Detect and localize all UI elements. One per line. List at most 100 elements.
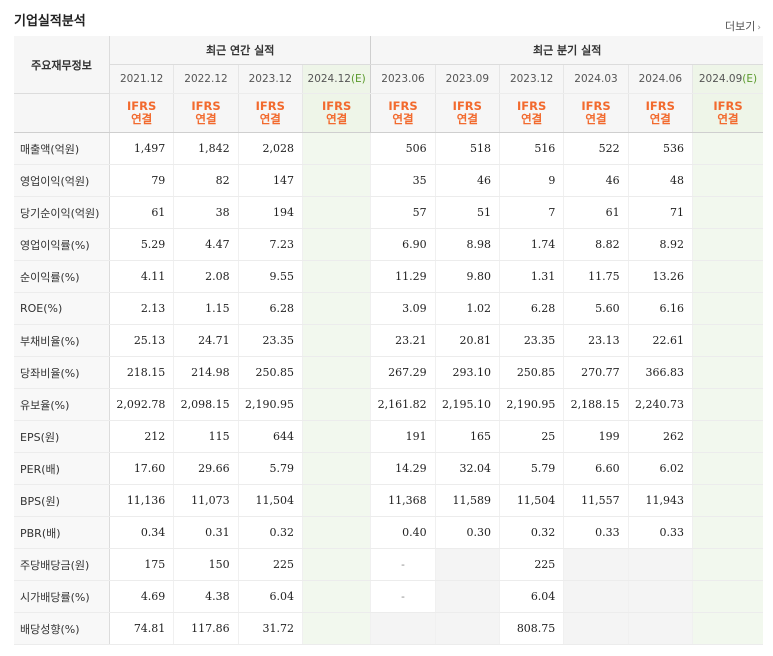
value-cell: 0.33 bbox=[627, 516, 693, 549]
ifrs-header: IFRS 연결 bbox=[434, 93, 500, 133]
value-cell: 536 bbox=[627, 132, 693, 165]
ifrs-label: IFRS bbox=[713, 99, 743, 113]
value-cell: 23.13 bbox=[563, 324, 629, 357]
value-cell: 61 bbox=[108, 196, 174, 229]
consolidated-label: 연결 bbox=[649, 112, 671, 126]
ifrs-header: IFRS 연결 bbox=[627, 93, 693, 133]
value-cell: 6.02 bbox=[627, 452, 693, 485]
value-cell: 1,842 bbox=[173, 132, 239, 165]
row-label: 당기순이익(억원) bbox=[14, 196, 110, 229]
row-label: PBR(배) bbox=[14, 516, 110, 549]
value-cell: 0.40 bbox=[370, 516, 436, 549]
ifrs-label: IFRS bbox=[645, 99, 675, 113]
table-row: PBR(배) 0.34 0.31 0.32 0.40 0.30 0.32 0.33 0.33 bbox=[14, 516, 763, 549]
more-label[interactable]: 더보기 bbox=[725, 20, 756, 33]
value-cell bbox=[627, 580, 693, 613]
ifrs-header: IFRS 연결 bbox=[370, 93, 436, 133]
value-cell: - bbox=[370, 548, 436, 581]
consolidated-label: 연결 bbox=[326, 112, 348, 126]
table-row: 당좌비율(%) 218.15 214.98 250.85 267.29 293.10 250… bbox=[14, 356, 763, 389]
value-cell: 20.81 bbox=[434, 324, 500, 357]
value-cell: 250.85 bbox=[237, 356, 303, 389]
value-cell: 5.29 bbox=[108, 228, 174, 261]
value-cell: - bbox=[370, 580, 436, 613]
section-header: 기업실적분석 더보기 › bbox=[14, 8, 765, 34]
value-cell bbox=[434, 612, 500, 645]
ifrs-label: IFRS bbox=[517, 99, 547, 113]
value-cell: 32.04 bbox=[434, 452, 500, 485]
value-cell: 199 bbox=[563, 420, 629, 453]
ifrs-header: IFRS 연결 bbox=[498, 93, 564, 133]
period-header: 2021.12 bbox=[108, 64, 174, 94]
period-label: 2023.12 bbox=[509, 73, 554, 85]
value-cell: 29.66 bbox=[173, 452, 239, 485]
period-header: 2023.09 bbox=[434, 64, 500, 94]
value-cell: 225 bbox=[237, 548, 303, 581]
value-cell: 71 bbox=[627, 196, 693, 229]
period-label: 2024.03 bbox=[574, 73, 618, 85]
value-cell: 3.09 bbox=[370, 292, 436, 325]
value-cell bbox=[691, 580, 763, 613]
value-cell: 79 bbox=[108, 164, 174, 197]
value-cell: 74.81 bbox=[108, 612, 174, 645]
value-cell bbox=[563, 580, 629, 613]
value-cell: 11,504 bbox=[237, 484, 303, 517]
ifrs-label: IFRS bbox=[127, 99, 157, 113]
ifrs-header: IFRS 연결 bbox=[108, 93, 174, 133]
value-cell bbox=[691, 612, 763, 645]
table-row: EPS(원) 212 115 644 191 165 25 199 262 bbox=[14, 420, 763, 453]
value-cell: 117.86 bbox=[173, 612, 239, 645]
value-cell: 2,188.15 bbox=[563, 388, 629, 421]
period-label: 2024.09 bbox=[698, 73, 743, 85]
value-cell: 9 bbox=[498, 164, 564, 197]
value-cell: 13.26 bbox=[627, 260, 693, 293]
value-cell: 4.11 bbox=[108, 260, 174, 293]
value-cell: 366.83 bbox=[627, 356, 693, 389]
ifrs-label: IFRS bbox=[255, 99, 285, 113]
value-cell bbox=[627, 612, 693, 645]
value-cell bbox=[301, 612, 371, 645]
value-cell: 8.82 bbox=[563, 228, 629, 261]
table-row: 영업이익(억원) 79 82 147 35 46 9 46 48 bbox=[14, 164, 763, 197]
value-cell bbox=[301, 228, 371, 261]
value-cell: 2,190.95 bbox=[498, 388, 564, 421]
value-cell: 61 bbox=[563, 196, 629, 229]
value-cell: 0.31 bbox=[173, 516, 239, 549]
table-row: 배당성향(%) 74.81 117.86 31.72 808.75 bbox=[14, 612, 763, 645]
value-cell: 2,098.15 bbox=[173, 388, 239, 421]
value-cell: 38 bbox=[173, 196, 239, 229]
value-cell: 2,195.10 bbox=[434, 388, 500, 421]
ifrs-header: IFRS 연결 bbox=[173, 93, 239, 133]
value-cell: 7.23 bbox=[237, 228, 303, 261]
row-label: PER(배) bbox=[14, 452, 110, 485]
table-row: 영업이익률(%) 5.29 4.47 7.23 6.90 8.98 1.74 8.82 8.92 bbox=[14, 228, 763, 261]
value-cell: 57 bbox=[370, 196, 436, 229]
value-cell: 6.60 bbox=[563, 452, 629, 485]
period-label: 2024.06 bbox=[638, 73, 683, 85]
value-cell: 6.90 bbox=[370, 228, 436, 261]
value-cell bbox=[627, 548, 693, 581]
row-label: 매출액(억원) bbox=[14, 132, 110, 165]
value-cell bbox=[563, 612, 629, 645]
row-label: 배당성향(%) bbox=[14, 612, 110, 645]
table-row: 당기순이익(억원) 61 38 194 57 51 7 61 71 bbox=[14, 196, 763, 229]
value-cell bbox=[691, 420, 763, 453]
row-label: EPS(원) bbox=[14, 420, 110, 453]
ifrs-header-row: IFRS 연결 IFRS 연결 IFRS 연결 IFRS 연결 IFRS 연결 IFRS 연결 IFRS… bbox=[14, 93, 763, 133]
period-label: 2023.12 bbox=[248, 73, 293, 85]
label-column-header-filler bbox=[14, 93, 110, 133]
value-cell: 1,497 bbox=[108, 132, 174, 165]
ifrs-label: IFRS bbox=[191, 99, 221, 113]
table-row: 주당배당금(원) 175 150 225-225 bbox=[14, 548, 763, 581]
value-cell: 270.77 bbox=[563, 356, 629, 389]
value-cell: 7 bbox=[498, 196, 564, 229]
value-cell: 31.72 bbox=[237, 612, 303, 645]
table-row: 유보율(%) 2,092.78 2,098.15 2,190.95 2,161.82 2,… bbox=[14, 388, 763, 421]
more-link[interactable]: 더보기 › bbox=[725, 18, 761, 34]
value-cell: 808.75 bbox=[498, 612, 564, 645]
value-cell: 194 bbox=[237, 196, 303, 229]
value-cell bbox=[301, 356, 371, 389]
value-cell: 11.75 bbox=[563, 260, 629, 293]
table-body: 매출액(억원) 1,497 1,842 2,028 506 518 516 522 536 영업이… bbox=[14, 132, 763, 645]
value-cell: 218.15 bbox=[108, 356, 174, 389]
